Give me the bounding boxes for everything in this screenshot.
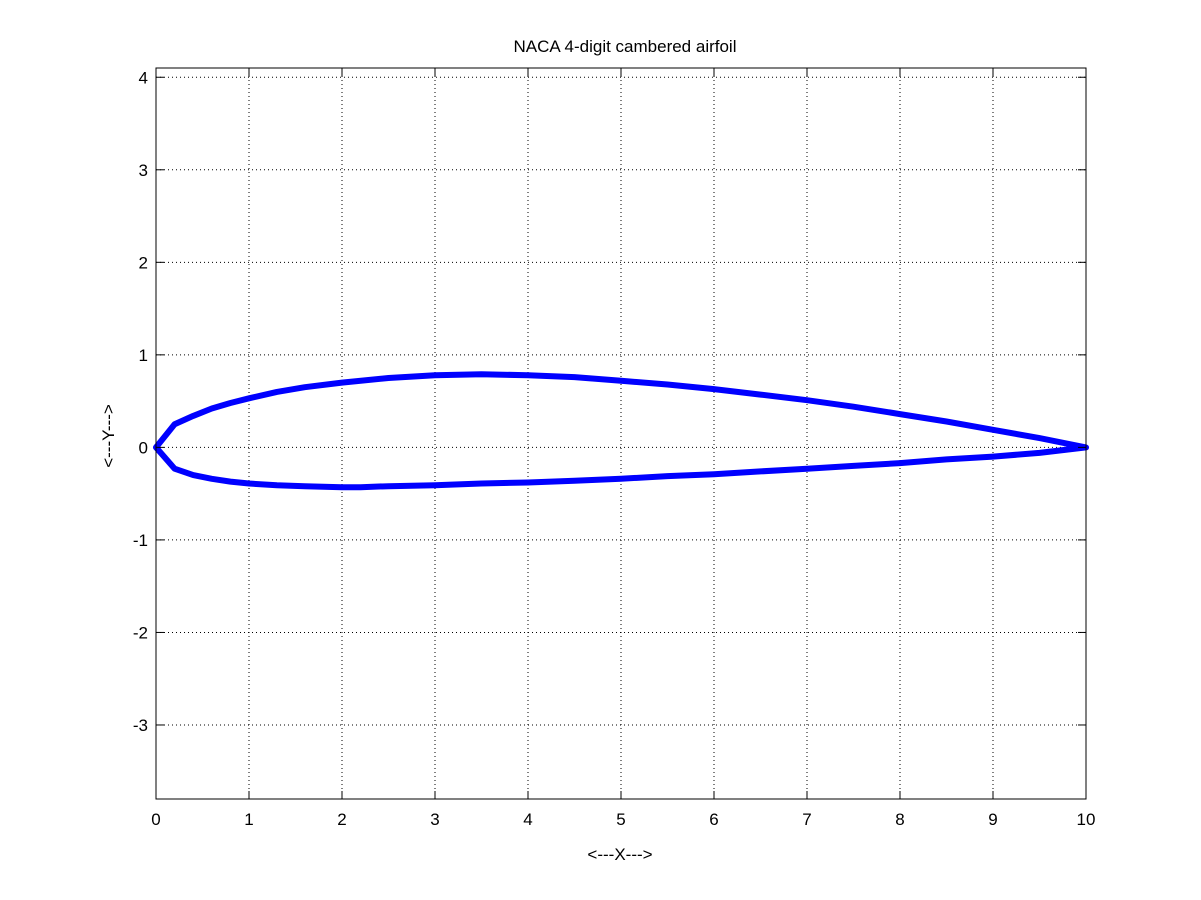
x-tick-label: 8 [895, 810, 904, 829]
y-tick-label: -3 [133, 716, 148, 735]
x-tick-label: 5 [616, 810, 625, 829]
y-tick-label: -2 [133, 623, 148, 642]
x-tick-label: 9 [988, 810, 997, 829]
x-tick-label: 1 [244, 810, 253, 829]
x-tick-label: 7 [802, 810, 811, 829]
y-tick-label: 4 [139, 68, 148, 87]
x-tick-label: 6 [709, 810, 718, 829]
tick-labels: 0 1 2 3 4 5 6 7 8 9 10 -3 -2 -1 0 1 2 3 4 [133, 68, 1096, 829]
y-tick-label: 3 [139, 161, 148, 180]
x-axis-label: <---X---> [587, 845, 652, 864]
x-tick-label: 2 [337, 810, 346, 829]
y-tick-label: 2 [139, 253, 148, 272]
airfoil-series-line [153, 371, 1089, 491]
x-tick-label: 0 [151, 810, 160, 829]
y-tick-label: 1 [139, 346, 148, 365]
grid-lines [155, 68, 1087, 799]
x-tick-label: 3 [430, 810, 439, 829]
y-axis-label: <---Y---> [99, 404, 118, 468]
x-tick-label: 10 [1077, 810, 1096, 829]
tick-marks [155, 68, 1087, 799]
series-layer [153, 371, 1089, 491]
chart-title: NACA 4-digit cambered airfoil [514, 37, 737, 56]
y-tick-label: 0 [139, 438, 148, 457]
x-tick-label: 4 [523, 810, 532, 829]
y-tick-label: -1 [133, 531, 148, 550]
